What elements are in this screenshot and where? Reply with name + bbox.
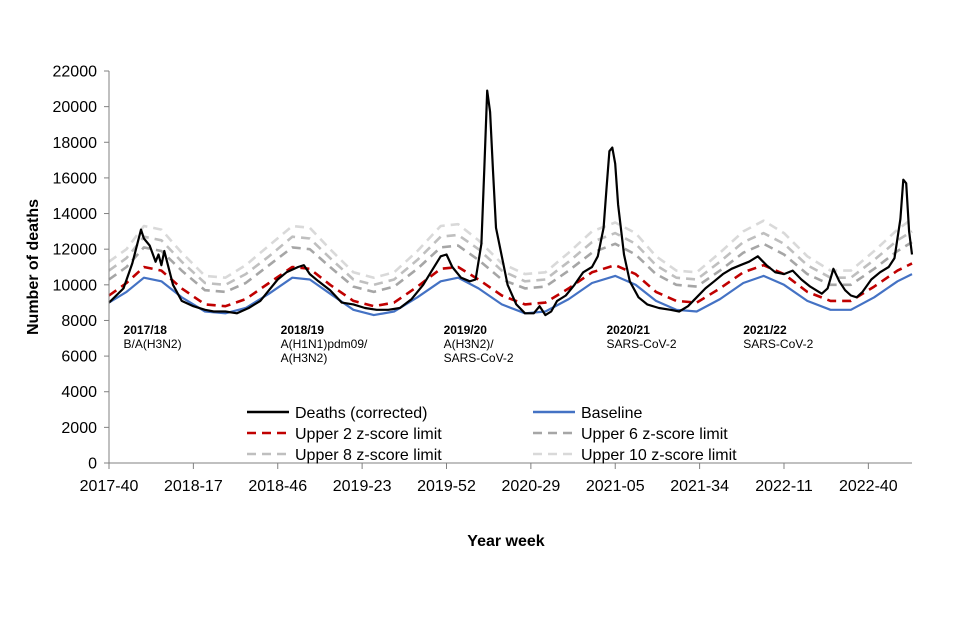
season-label: 2019/20 [444,323,488,337]
y-tick-label: 20000 [53,99,98,116]
x-tick-label: 2018-17 [164,478,223,495]
y-tick-label: 16000 [53,170,98,187]
series-line-4 [108,230,913,287]
x-tick-label: 2022-11 [755,478,813,495]
x-tick-label: 2019-52 [417,478,476,495]
y-tick-label: 14000 [53,206,98,223]
season-label: 2017/18 [124,323,168,337]
legend-label: Upper 6 z-score limit [581,426,728,443]
season-strain: SARS-CoV-2 [444,351,514,365]
season-strain: A(H3N2)/ [444,337,495,351]
y-tick-label: 22000 [53,64,98,81]
season-label: 2021/22 [743,323,787,337]
legend-label: Upper 10 z-score limit [581,447,737,464]
legend-label: Upper 2 z-score limit [295,426,442,443]
y-tick-label: 2000 [61,420,97,437]
y-tick-label: 8000 [61,313,97,330]
legend-label: Baseline [581,405,642,422]
season-label: 2018/19 [281,323,325,337]
season-label: 2020/21 [607,323,651,337]
y-tick-label: 18000 [53,135,98,152]
season-strain: B/A(H3N2) [124,337,182,351]
legend-label: Upper 8 z-score limit [295,447,442,464]
y-tick-label: 0 [88,456,97,473]
x-tick-label: 2020-29 [502,478,561,495]
season-strain: SARS-CoV-2 [607,337,677,351]
y-tick-label: 10000 [53,277,98,294]
series-line-3 [108,240,913,294]
y-tick-label: 6000 [61,349,97,366]
series-line-5 [108,217,913,280]
season-strain: A(H1N1)pdm09/ [281,337,368,351]
axes-layer: 0 2000 4000 6000 8000 10000 12000 14000 16000 180… [53,64,912,495]
season-strain: A(H3N2) [281,351,328,365]
x-axis-title: Year week [467,533,545,550]
series-line-2 [108,262,913,308]
x-tick-label: 2019-23 [333,478,392,495]
x-tick-label: 2021-34 [670,478,729,495]
x-tick-label: 2018-46 [248,478,307,495]
annotation-layer: 2017/18B/A(H3N2) 2018/19A(H1N1)pdm09/A(H3… [124,323,814,365]
x-tick-label: 2021-05 [586,478,645,495]
y-tick-label: 4000 [61,384,97,401]
y-tick-label: 12000 [53,242,98,259]
legend-label: Deaths (corrected) [295,405,428,422]
x-tick-label: 2022-40 [839,478,898,495]
series-layer [108,89,914,317]
y-axis-title: Number of deaths [25,199,42,335]
series-line-0 [108,89,914,317]
x-tick-label: 2017-40 [80,478,139,495]
season-strain: SARS-CoV-2 [743,337,813,351]
legend: Deaths (corrected) Baseline Upper 2 z-scor… [247,405,737,464]
